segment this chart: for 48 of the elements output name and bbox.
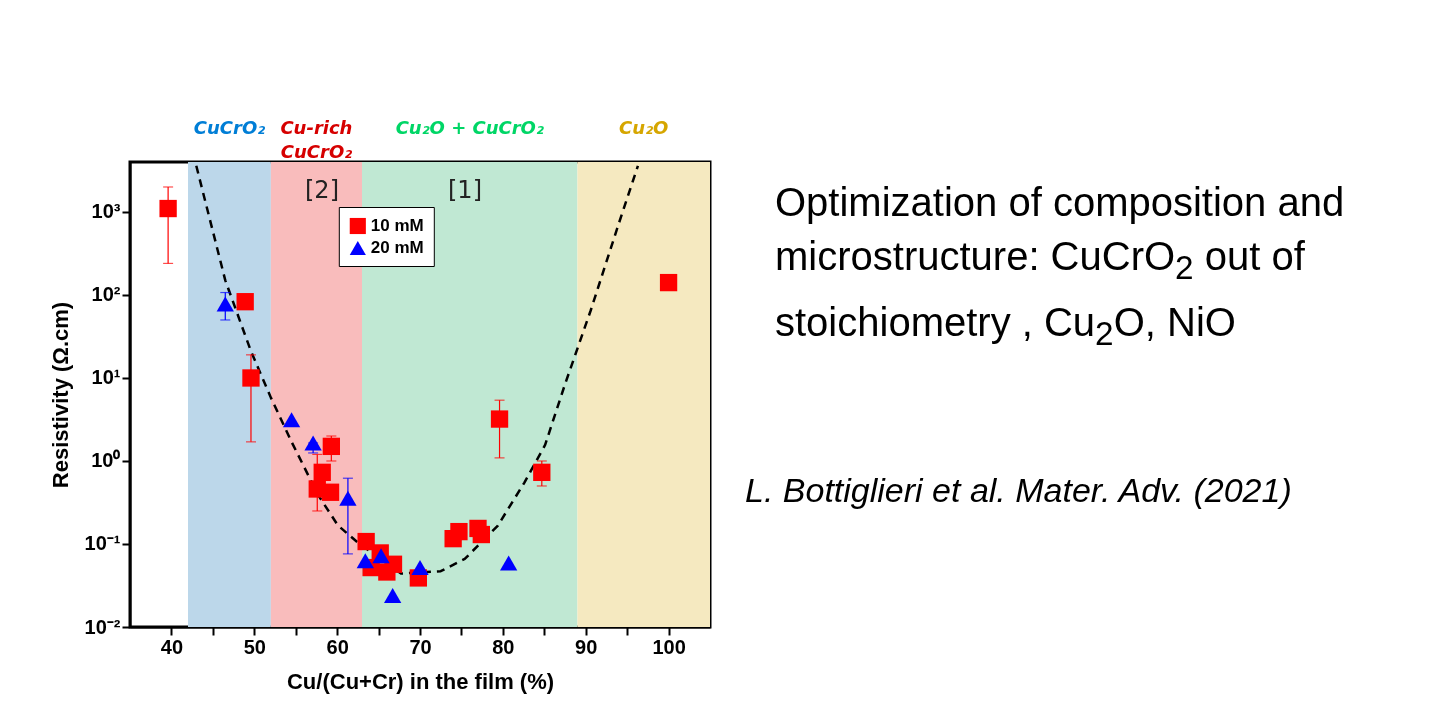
point bbox=[384, 555, 403, 573]
band-label: Cu₂O + CuCrO₂ bbox=[395, 117, 544, 138]
y-tick-label: 10⁻¹ bbox=[84, 532, 121, 555]
x-tick-label: 40 bbox=[160, 635, 184, 658]
point bbox=[242, 369, 260, 387]
y-tick-label: 10² bbox=[91, 283, 121, 306]
point bbox=[500, 555, 518, 571]
band-label: Cu₂O bbox=[619, 117, 669, 138]
y-tick-label: 10¹ bbox=[91, 366, 121, 389]
annotation: [1] bbox=[448, 176, 482, 204]
point bbox=[411, 560, 429, 576]
point bbox=[322, 437, 340, 456]
y-tick-label: 10⁻² bbox=[84, 615, 121, 638]
y-axis-title: Resistivity (Ω.cm) bbox=[47, 301, 73, 489]
point bbox=[384, 587, 402, 603]
legend-label: 10 mM bbox=[370, 216, 424, 235]
point bbox=[472, 525, 490, 544]
band-label: Cu-rich CuCrO₂ bbox=[280, 117, 353, 162]
point bbox=[159, 199, 177, 218]
point bbox=[450, 522, 468, 541]
point bbox=[321, 483, 340, 501]
text: L. Bottiglieri et al. Mater. Adv. (2021) bbox=[745, 471, 1293, 510]
line-series bbox=[195, 164, 640, 575]
point bbox=[236, 293, 254, 311]
y-tick-label: 10³ bbox=[91, 200, 121, 223]
annotation: [2] bbox=[305, 176, 339, 204]
y-tick-label: 10⁰ bbox=[91, 449, 121, 472]
point bbox=[372, 548, 390, 564]
point bbox=[339, 490, 357, 506]
point bbox=[533, 463, 551, 481]
x-tick-label: 60 bbox=[326, 635, 349, 658]
point bbox=[490, 410, 509, 428]
x-tick-label: 80 bbox=[492, 635, 515, 658]
x-axis-title: Cu/(Cu+Cr) in the film (%) bbox=[286, 668, 555, 694]
point bbox=[216, 296, 234, 312]
legend-label: 20 mM bbox=[370, 238, 424, 257]
point bbox=[356, 553, 374, 569]
x-tick-label: 50 bbox=[243, 635, 266, 658]
point bbox=[304, 435, 322, 451]
point bbox=[357, 532, 375, 551]
x-tick-label: 70 bbox=[409, 635, 432, 658]
point bbox=[313, 463, 331, 481]
x-tick-label: 90 bbox=[575, 635, 598, 658]
point bbox=[659, 273, 678, 292]
text: Optimization of composition and microstructure: CuCrO$_{2}$ out of stoichiometry , Cu$_{2}$O, NiO bbox=[775, 180, 1345, 352]
band-label: CuCrO₂ bbox=[193, 117, 266, 138]
x-tick-label: 100 bbox=[652, 635, 686, 658]
point bbox=[282, 412, 301, 428]
